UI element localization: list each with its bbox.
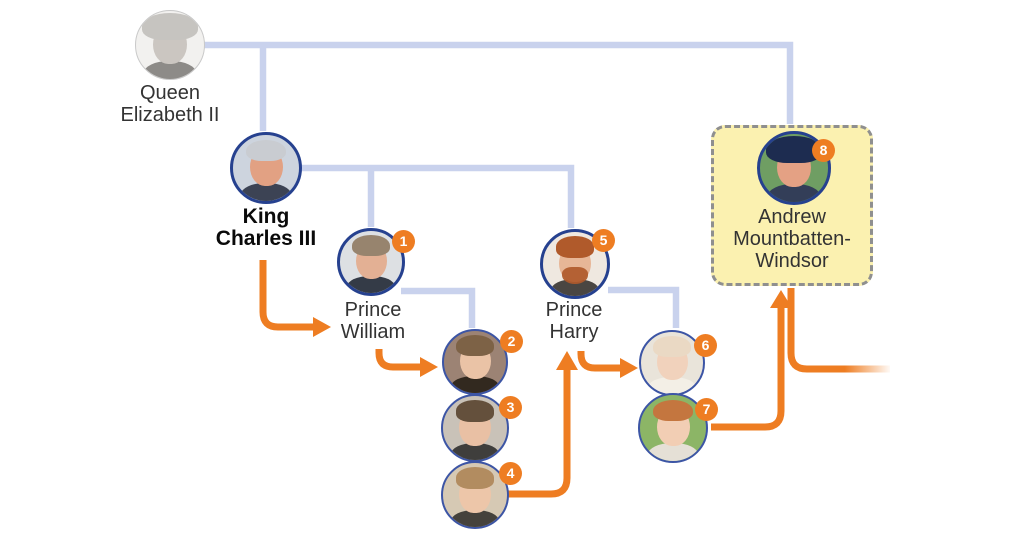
harry-hair (555, 236, 595, 258)
andrew-label: Andrew Mountbatten- Windsor (733, 206, 851, 272)
queen-label: Queen Elizabeth II (121, 82, 220, 126)
arrow-harry-to-child6 (577, 351, 620, 372)
arrowhead-to-andrew (770, 290, 792, 308)
harry-label-line2: Harry (549, 321, 599, 343)
charles-hair (246, 139, 286, 162)
child-6-torso (648, 377, 696, 394)
queen-hat (142, 13, 198, 41)
succession-badge-william: 1 (392, 230, 415, 253)
child-7-hair (653, 399, 693, 422)
child-3-photo (441, 394, 509, 462)
queen-label-line2: Elizabeth II (120, 104, 220, 126)
arrow-charles-to-william (259, 260, 315, 331)
arrow-continues-offchart (787, 288, 890, 373)
arrow-child7-to-andrew (711, 306, 785, 431)
child-2-torso (451, 376, 499, 393)
arrowhead-to-child2 (420, 357, 438, 377)
william-torso (347, 276, 395, 293)
succession-badge-3: 3 (499, 396, 522, 419)
succession-badge-andrew: 8 (812, 139, 835, 162)
william-label-line1: Prince (344, 299, 402, 321)
succession-badge-7: 7 (695, 398, 718, 421)
andrew-torso (768, 183, 820, 202)
prince-harry-label: Prince Harry (546, 299, 603, 343)
william-hair (352, 235, 390, 256)
child-3-hair (455, 400, 495, 422)
child-7-photo (638, 393, 708, 463)
andrew-label-line3: Windsor (755, 250, 829, 272)
succession-badge-4: 4 (499, 462, 522, 485)
family-line-harry-to-children (608, 286, 680, 328)
queen-elizabeth-photo (135, 10, 205, 80)
william-label-line2: William (340, 321, 406, 343)
prince-william-label: Prince William (341, 299, 405, 343)
succession-badge-harry: 5 (592, 229, 615, 252)
child-7-torso (647, 443, 699, 461)
harry-torso (550, 278, 600, 296)
arrowhead-to-child6 (620, 358, 638, 378)
child-6-hair (653, 336, 691, 357)
child-4-hair (455, 467, 495, 489)
charles-label-line2: Charles III (215, 227, 317, 250)
family-line-william-to-children (401, 287, 476, 328)
succession-badge-6: 6 (694, 334, 717, 357)
child-4-photo (441, 461, 509, 529)
queen-torso (144, 60, 196, 79)
child-2-photo (442, 329, 508, 395)
child-4-torso (450, 509, 500, 527)
prince-harry-photo (540, 229, 610, 299)
family-line-charles-row (300, 164, 575, 228)
harry-label-line1: Prince (545, 299, 603, 321)
child-2-hair (456, 335, 494, 356)
arrow-william-to-child2 (375, 349, 421, 371)
harry-beard (562, 266, 588, 284)
charles-label-line1: King (242, 205, 290, 228)
king-charles-photo (230, 132, 302, 204)
andrew-label-line2: Mountbatten- (733, 228, 851, 250)
succession-badge-2: 2 (500, 330, 523, 353)
child-3-torso (450, 442, 500, 460)
family-line-queen-row (203, 41, 794, 124)
charles-torso (240, 183, 292, 201)
andrew-label-line1: Andrew (758, 206, 826, 228)
king-charles-label: King Charles III (216, 206, 316, 250)
arrowhead-to-harry (556, 351, 578, 370)
arrowhead-to-william (313, 317, 331, 337)
queen-label-line1: Queen (139, 82, 201, 104)
